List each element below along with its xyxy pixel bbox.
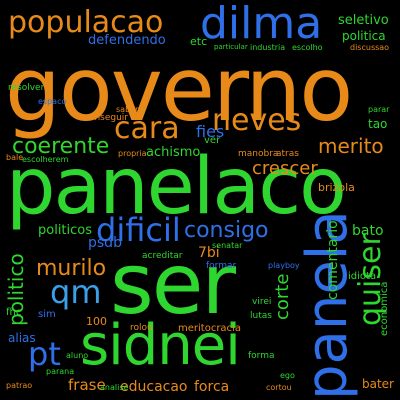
word-industria: industria [250, 43, 286, 52]
word-forma: forma [248, 351, 275, 361]
word-bale: bale [6, 153, 24, 162]
word-defendendo: defendendo [88, 33, 166, 48]
word-idiota: idiota [348, 271, 377, 282]
word-ser: ser [110, 235, 236, 333]
word-etc: etc [190, 35, 208, 48]
word-senatar: senatar [212, 241, 243, 250]
word-alias: alias [8, 331, 36, 345]
word-politicos: politicos [38, 223, 93, 238]
word-saber: saber [116, 105, 139, 114]
word-analise: analise [100, 383, 129, 392]
word-cara: cara [114, 111, 180, 146]
word-atras: atras [276, 149, 299, 159]
word-fhc: fhc [6, 307, 22, 318]
word-qm: qm [50, 273, 102, 311]
word-manobra: manobra [238, 149, 279, 159]
word-populacao: populacao [8, 5, 164, 40]
word-pt: pt [28, 335, 61, 373]
word-educacao: educacao [120, 379, 188, 395]
word-cortou: cortou [266, 383, 292, 392]
word-100: 100 [86, 315, 107, 328]
word-virei: virei [252, 297, 272, 307]
word-fies: fies [196, 122, 225, 141]
word-rolou: rolou [130, 323, 153, 333]
word-crescer: crescer [252, 158, 318, 179]
word-bater: bater [362, 377, 394, 391]
word-forca: forca [194, 379, 230, 395]
word-consigo: consigo [184, 218, 269, 243]
word-conseguir: conseguir [84, 113, 129, 123]
word-espaco: espaco [38, 97, 67, 106]
word-comentario: comentario [325, 220, 341, 300]
word-corte: corte [272, 273, 293, 320]
word-dilma: dilma [200, 0, 323, 49]
word-meritocracia: meritocracia [178, 323, 241, 334]
word-formar: formar [206, 261, 237, 271]
word-frase: frase [68, 376, 106, 394]
word-politica: politica [342, 29, 386, 43]
word-dificil: dificil [96, 211, 181, 249]
word-panelaco: panelaco [6, 142, 347, 232]
word-parana: parana [46, 367, 75, 376]
word-ego: ego [280, 371, 295, 380]
word-coerente: coerente [12, 134, 110, 159]
word-sidnei: sidnei [80, 313, 241, 378]
word-propria: propria [118, 149, 147, 158]
word-seletivo: seletivo [338, 13, 389, 28]
word-murilo: murilo [36, 256, 107, 281]
word-brizola: brizola [318, 181, 355, 194]
word-economica: economica [379, 281, 390, 336]
word-achismo: achismo [146, 145, 201, 160]
word-escolherem: escolherem [22, 155, 69, 164]
word-discussao: discussao [350, 43, 390, 52]
word-psdb: psdb [88, 235, 122, 251]
word-parar: parar [368, 105, 390, 114]
word-neves: neves [212, 103, 302, 138]
word-lutas: lutas [250, 311, 272, 321]
word-patrao: patrao [6, 381, 33, 390]
word-particular: particular [214, 43, 248, 51]
word-acreditar: acreditar [142, 251, 183, 261]
word-ver: ver [204, 135, 221, 146]
word-governo: governo [5, 38, 353, 141]
word-resolver: resolver [8, 83, 45, 93]
word-escolho: escolho [292, 43, 323, 52]
word-tao: tao [368, 117, 388, 131]
word-bato: bato [352, 223, 384, 239]
word-7bi: 7bi [198, 245, 220, 261]
word-playboy: playboy [268, 261, 300, 270]
word-merito: merito [318, 134, 384, 158]
word-aluno: aluno [66, 351, 89, 360]
word-sim: sim [38, 309, 56, 320]
